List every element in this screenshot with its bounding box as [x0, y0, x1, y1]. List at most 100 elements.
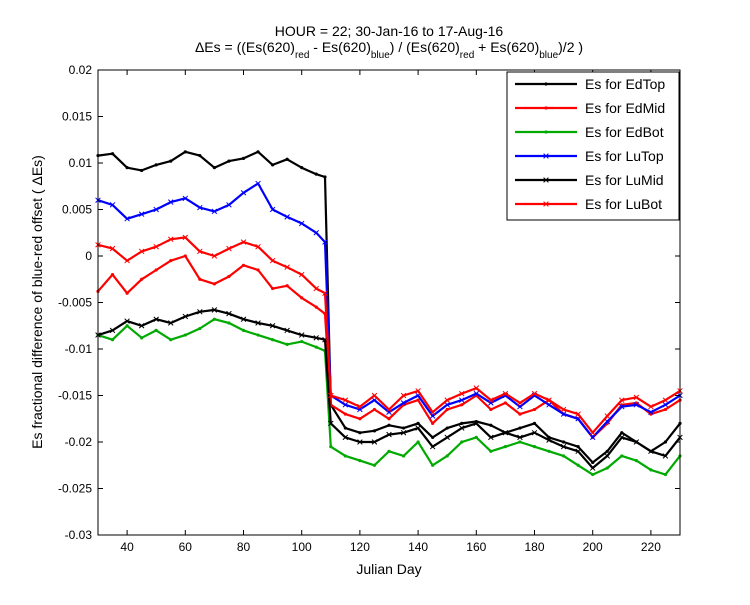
series-1-point-24 — [431, 421, 435, 425]
series-4-point-33 — [560, 443, 567, 450]
series-3-point-22 — [400, 400, 407, 406]
series-5-point-26 — [458, 390, 465, 397]
series-4-point-6 — [182, 313, 189, 320]
series-0-point-8 — [212, 166, 216, 170]
series-0-point-23 — [416, 421, 420, 425]
series-2-point-10 — [241, 328, 246, 332]
x-tick-label-9: 220 — [641, 540, 661, 554]
series-5-point-37 — [619, 397, 625, 403]
series-1-point-5 — [169, 259, 173, 263]
x-tick-label-6: 160 — [466, 540, 486, 554]
y-tick-label-5: -0.005 — [58, 296, 92, 310]
series-2-point-15 — [314, 345, 318, 349]
series-2-point-23 — [416, 440, 420, 444]
series-2-point-28 — [489, 449, 493, 453]
legend-label-4: Es for LuMid — [585, 172, 664, 188]
series-4-point-14 — [298, 332, 305, 338]
subtitle-part-8: )/2 ) — [558, 39, 583, 55]
series-0-point-9 — [227, 159, 231, 163]
series-4-point-2 — [124, 318, 130, 324]
series-3-point-11 — [255, 180, 261, 187]
series-3 — [95, 180, 683, 441]
series-3-point-3 — [138, 211, 145, 217]
series-4-point-7 — [197, 309, 203, 315]
series-4-point-4 — [153, 316, 159, 322]
legend-marker-2 — [544, 130, 548, 134]
series-0-point-13 — [285, 157, 289, 161]
x-tick-label-3: 100 — [292, 540, 312, 554]
y-tick-label-3: -0.015 — [58, 389, 92, 403]
series-5-point-40 — [662, 397, 669, 403]
series-5-point-10 — [240, 239, 247, 245]
series-1-point-13 — [285, 284, 289, 288]
series-5-point-35 — [589, 429, 596, 436]
series-4-point-35 — [589, 465, 596, 471]
series-line-2 — [97, 318, 681, 476]
series-0-point-14 — [300, 166, 304, 170]
series-0-point-10 — [241, 156, 246, 160]
legend-marker-0 — [544, 82, 548, 86]
series-4-point-8 — [211, 307, 218, 313]
series-1-point-8 — [212, 282, 216, 286]
series-4-point-5 — [167, 320, 174, 326]
legend-item-2: Es for EdBot — [515, 124, 664, 140]
series-0-point-34 — [576, 445, 580, 449]
series-2-point-33 — [562, 454, 566, 458]
series-3-point-25 — [444, 402, 450, 408]
series-1-point-12 — [271, 286, 275, 291]
series-4-point-27 — [473, 420, 480, 427]
series-0-point-22 — [401, 426, 406, 430]
y-tick-label-10: 0.02 — [69, 63, 93, 77]
legend-label-2: Es for EdBot — [585, 124, 664, 140]
series-3-point-2 — [124, 216, 130, 222]
series-5-point-31 — [531, 390, 538, 397]
series-4-point-18 — [342, 434, 349, 441]
series-1-point-19 — [358, 417, 362, 421]
x-tick-label-7: 180 — [524, 540, 544, 554]
series-5-point-13 — [284, 264, 290, 270]
series-5-point-28 — [488, 397, 494, 403]
series-1-point-4 — [154, 268, 158, 272]
series-5-point-25 — [444, 397, 450, 403]
series-5-point-5 — [167, 236, 174, 243]
series-0-point-15 — [314, 172, 318, 176]
series-2-point-9 — [227, 321, 231, 325]
series-2-point-14 — [300, 339, 304, 344]
x-tick-label-2: 80 — [237, 540, 251, 554]
series-5-point-22 — [400, 392, 407, 399]
series-2-point-1 — [110, 338, 115, 342]
series-3-point-15 — [313, 229, 320, 236]
series-0-point-19 — [358, 431, 362, 435]
series-4-point-25 — [444, 434, 450, 441]
series-4-point-9 — [226, 310, 232, 317]
y-tick-label-0: -0.03 — [65, 528, 93, 542]
y-tick-label-2: -0.02 — [65, 435, 93, 449]
series-2-point-18 — [343, 454, 347, 458]
y-tick-label-9: 0.015 — [62, 110, 92, 124]
x-axis-label: Julian Day — [356, 561, 421, 577]
series-2-point-39 — [649, 468, 653, 472]
series-3-point-7 — [197, 204, 203, 211]
series-2-point-30 — [518, 440, 522, 444]
series-5-point-4 — [153, 243, 159, 250]
series-3-point-32 — [546, 402, 552, 408]
legend-marker-5 — [543, 201, 549, 207]
series-2-point-31 — [532, 445, 537, 449]
series-2-point-35 — [591, 472, 595, 477]
series-3-point-38 — [633, 402, 640, 408]
series-5-point-33 — [560, 406, 567, 413]
series-0-point-1 — [110, 152, 115, 156]
series-4-point-1 — [109, 327, 116, 334]
series-2-point-38 — [634, 459, 638, 463]
series-2-point-40 — [663, 472, 668, 477]
series-5-point-36 — [604, 413, 611, 419]
chart-title: HOUR = 22; 30-Jan-16 to 17-Aug-16 — [275, 23, 504, 39]
series-1-point-30 — [518, 412, 522, 416]
subtitle-part-1: red — [295, 50, 309, 61]
y-tick-label-1: -0.025 — [58, 482, 92, 496]
series-1-point-29 — [503, 401, 507, 405]
legend-label-5: Es for LuBot — [585, 196, 662, 212]
series-0-point-3 — [140, 168, 144, 173]
series-0-point-30 — [518, 426, 522, 430]
series-0-point-37 — [620, 431, 624, 435]
